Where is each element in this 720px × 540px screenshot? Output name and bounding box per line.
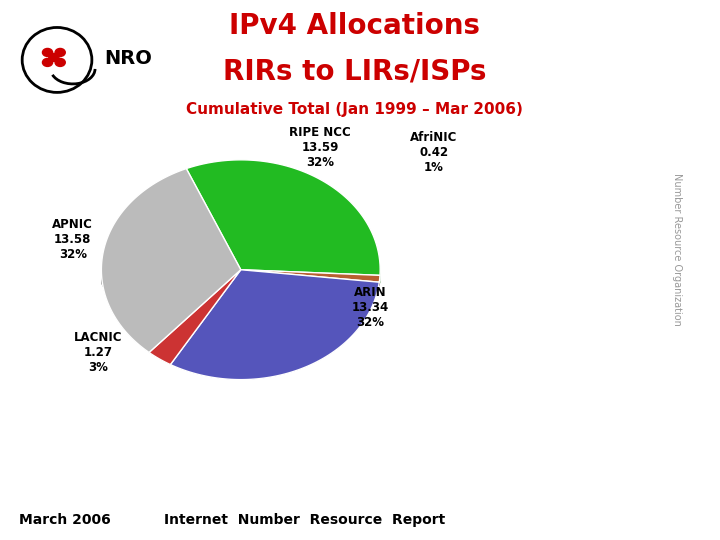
Polygon shape [186,160,380,275]
Circle shape [49,53,59,62]
Polygon shape [102,273,149,353]
Text: APNIC
13.58
32%: APNIC 13.58 32% [53,218,94,261]
Text: March 2006: March 2006 [19,513,111,526]
Polygon shape [171,282,379,380]
Circle shape [55,58,66,66]
Polygon shape [149,282,240,309]
Polygon shape [186,252,380,284]
Polygon shape [102,254,240,306]
Text: RIPE NCC
13.59
32%: RIPE NCC 13.59 32% [289,126,351,169]
Polygon shape [171,282,379,313]
Polygon shape [240,270,380,282]
Text: Number Resource Organization: Number Resource Organization [672,173,682,326]
Polygon shape [240,282,380,286]
Text: ARIN
13.34
32%: ARIN 13.34 32% [352,286,390,329]
Polygon shape [149,306,171,365]
Text: Internet  Number  Resource  Report: Internet Number Resource Report [163,513,445,526]
Text: AfriNIC
0.42
1%: AfriNIC 0.42 1% [410,131,458,174]
Text: Cumulative Total (Jan 1999 – Mar 2006): Cumulative Total (Jan 1999 – Mar 2006) [186,103,523,117]
Text: LACNIC
1.27
3%: LACNIC 1.27 3% [74,330,122,374]
Circle shape [42,49,53,57]
Text: IPv4 Allocations: IPv4 Allocations [229,12,480,40]
Polygon shape [149,270,240,364]
Polygon shape [171,270,379,380]
Circle shape [55,49,66,57]
Circle shape [42,58,53,66]
Polygon shape [102,168,240,353]
Text: NRO: NRO [104,49,153,68]
Text: RIRs to LIRs/ISPs: RIRs to LIRs/ISPs [223,57,487,85]
